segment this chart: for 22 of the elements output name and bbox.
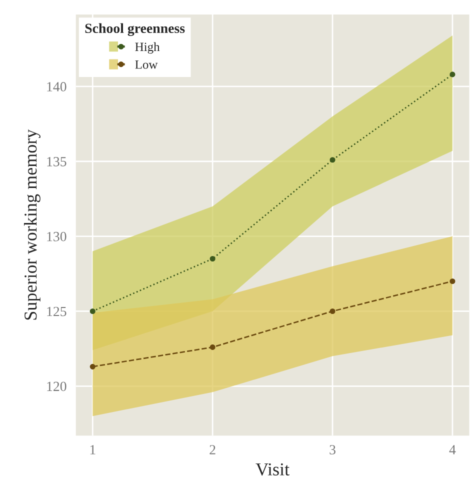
x-tick-label: 4 bbox=[449, 445, 456, 454]
point bbox=[330, 308, 336, 314]
x-tick-label: 1 bbox=[90, 445, 96, 454]
point bbox=[450, 278, 456, 284]
point bbox=[450, 72, 456, 78]
x-axis-title: Visit bbox=[256, 463, 290, 476]
legend-label: High bbox=[135, 42, 160, 54]
point bbox=[210, 344, 216, 350]
x-tick-label: 2 bbox=[210, 445, 216, 454]
legend-title: School greenness bbox=[85, 23, 185, 36]
y-tick-label: 125 bbox=[47, 306, 66, 316]
y-axis-title: Superior working memory bbox=[24, 129, 40, 320]
y-tick-label: 140 bbox=[47, 82, 66, 92]
point bbox=[90, 308, 96, 314]
y-tick-label: 120 bbox=[47, 382, 66, 392]
y-tick-label: 135 bbox=[47, 156, 66, 166]
legend-label: Low bbox=[135, 60, 158, 69]
x-tick-label: 3 bbox=[330, 445, 336, 454]
point bbox=[330, 157, 336, 163]
point bbox=[210, 256, 216, 262]
point bbox=[90, 364, 96, 370]
y-tick-label: 130 bbox=[47, 232, 66, 242]
